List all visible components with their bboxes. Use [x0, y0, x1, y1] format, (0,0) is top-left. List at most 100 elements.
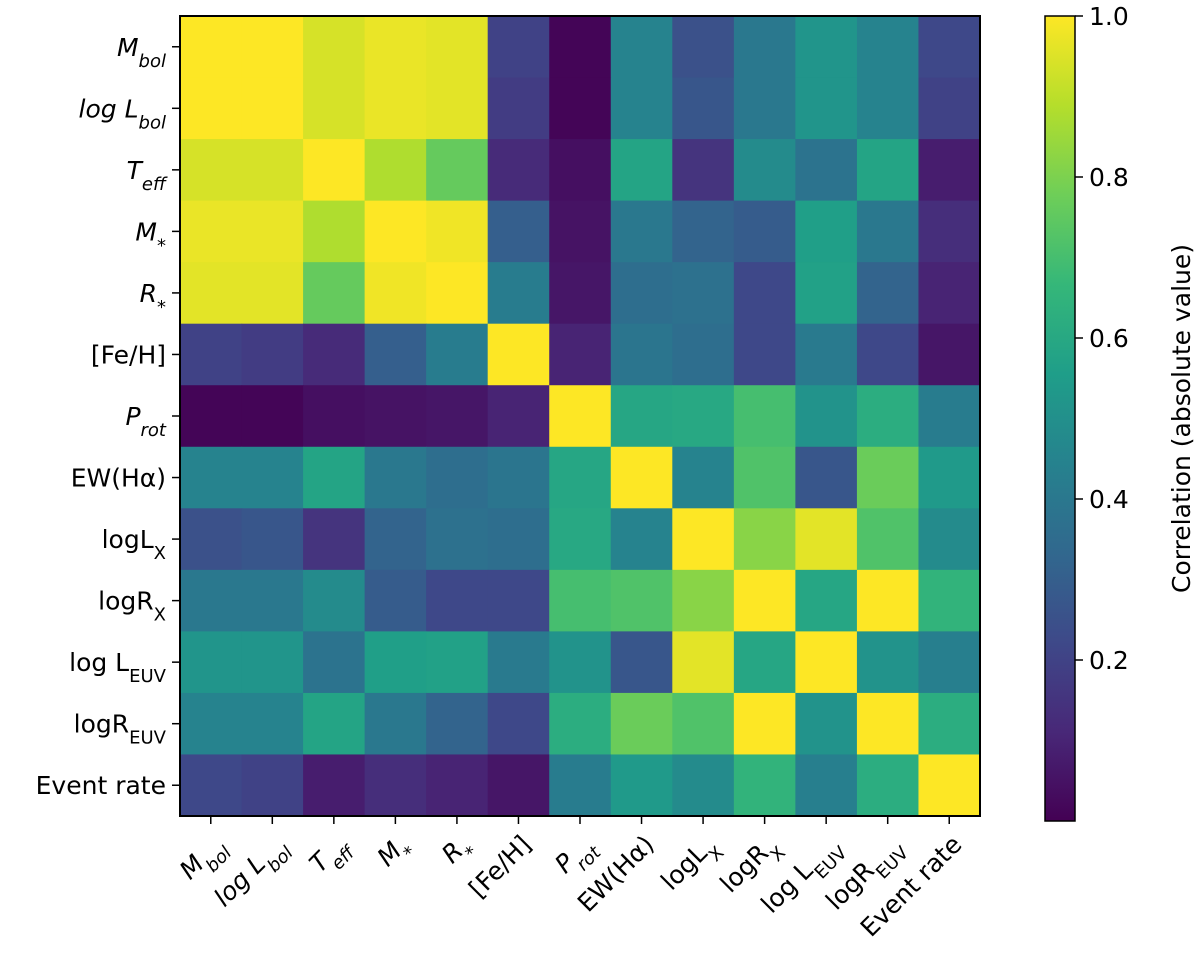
- heatmap-cell: [856, 446, 920, 509]
- heatmap-cell: [180, 77, 243, 140]
- heatmap-cell: [549, 323, 612, 386]
- x-tick-label: M*: [371, 830, 420, 879]
- heatmap-cell: [856, 16, 920, 79]
- x-tick-label: logLX: [655, 830, 728, 903]
- heatmap-cell: [549, 262, 612, 325]
- heatmap-cell: [733, 200, 796, 263]
- heatmap-cell: [733, 631, 796, 694]
- heatmap-cell: [241, 569, 304, 632]
- heatmap-cell: [180, 446, 243, 509]
- heatmap-cell: [672, 446, 735, 509]
- heatmap-cell: [856, 569, 920, 632]
- heatmap-cell: [241, 692, 304, 756]
- y-tick-label: EW(Hα): [71, 464, 166, 493]
- heatmap-cell: [610, 323, 673, 386]
- y-tick-label: log LEUV: [69, 648, 167, 687]
- heatmap-cell: [795, 262, 858, 325]
- heatmap-cell: [241, 631, 304, 694]
- heatmap-cell: [549, 569, 612, 632]
- heatmap-cell: [795, 16, 858, 79]
- heatmap-cell: [241, 262, 304, 325]
- heatmap-cell: [918, 754, 981, 817]
- heatmap-cell: [795, 323, 858, 386]
- heatmap-cell: [487, 262, 550, 325]
- heatmap-cell: [364, 139, 427, 202]
- heatmap-cell: [733, 262, 796, 325]
- heatmap-cell: [856, 77, 920, 140]
- heatmap-cell: [610, 692, 673, 756]
- heatmap-cell: [241, 77, 304, 140]
- heatmap-cell: [426, 631, 489, 694]
- heatmap-cell: [364, 569, 427, 632]
- heatmap-cell: [180, 16, 243, 79]
- heatmap-cell: [610, 200, 673, 263]
- colorbar-tick-label: 0.2: [1089, 646, 1129, 675]
- x-tick-label: Event rate: [855, 830, 968, 943]
- heatmap-cell: [610, 16, 673, 79]
- y-tick-label: R*: [140, 279, 166, 318]
- heatmap-cell: [487, 323, 550, 386]
- heatmap-cell: [303, 200, 366, 263]
- heatmap-cell: [672, 692, 735, 756]
- heatmap-cell: [856, 139, 920, 202]
- heatmap-cell: [426, 323, 489, 386]
- heatmap-cell: [549, 385, 612, 448]
- heatmap-cell: [426, 139, 489, 202]
- heatmap-cell: [487, 569, 550, 632]
- heatmap-cells: [180, 16, 981, 817]
- heatmap-cell: [610, 262, 673, 325]
- y-tick-label: logRX: [98, 587, 166, 626]
- colorbar-tick-label: 1.0: [1089, 2, 1129, 31]
- heatmap-cell: [303, 139, 366, 202]
- heatmap-cell: [180, 508, 243, 571]
- heatmap-cell: [610, 508, 673, 571]
- colorbar: 0.2 0.4 0.6 0.8 1.0 Correlation (absolute va…: [1044, 2, 1196, 822]
- heatmap-cell: [364, 200, 427, 263]
- y-tick-label: M*: [135, 217, 166, 256]
- heatmap-cell: [180, 569, 243, 632]
- heatmap-cell: [426, 385, 489, 448]
- heatmap-cell: [487, 508, 550, 571]
- heatmap-cell: [549, 446, 612, 509]
- y-tick-label: Event rate: [36, 771, 166, 800]
- heatmap-cell: [364, 692, 427, 756]
- heatmap-cell: [733, 323, 796, 386]
- heatmap-cell: [303, 262, 366, 325]
- heatmap-cell: [364, 385, 427, 448]
- heatmap-cell: [426, 754, 489, 817]
- heatmap-cell: [303, 754, 366, 817]
- heatmap-cell: [180, 262, 243, 325]
- heatmap-cell: [733, 446, 796, 509]
- heatmap-cell: [180, 385, 243, 448]
- heatmap-cell: [364, 262, 427, 325]
- heatmap-cell: [180, 631, 243, 694]
- heatmap-cell: [364, 631, 427, 694]
- heatmap-cell: [610, 385, 673, 448]
- heatmap-cell: [795, 692, 858, 756]
- heatmap-cell: [795, 569, 858, 632]
- colorbar-frame: [1044, 15, 1076, 822]
- heatmap-cell: [241, 754, 304, 817]
- x-tick-label: Teff: [304, 828, 360, 884]
- heatmap-cell: [549, 16, 612, 79]
- heatmap-cell: [487, 385, 550, 448]
- heatmap-cell: [549, 692, 612, 756]
- heatmap-cell: [180, 323, 243, 386]
- heatmap-cell: [487, 77, 550, 140]
- heatmap-cell: [856, 200, 920, 263]
- heatmap-cell: [918, 139, 981, 202]
- heatmap-cell: [918, 16, 981, 79]
- heatmap-cell: [180, 200, 243, 263]
- y-axis: Mbol log Lbol Teff M* R* [Fe/H] Prot EW(Hα) logL…: [36, 33, 180, 800]
- heatmap-cell: [856, 323, 920, 386]
- heatmap-cell: [918, 323, 981, 386]
- heatmap-cell: [241, 200, 304, 263]
- heatmap-cell: [303, 16, 366, 79]
- y-tick-label: logLX: [102, 525, 166, 564]
- heatmap-cell: [487, 446, 550, 509]
- heatmap-cell: [549, 754, 612, 817]
- heatmap-cell: [487, 16, 550, 79]
- y-tick-label: log Lbol: [79, 94, 166, 133]
- heatmap-cell: [672, 631, 735, 694]
- heatmap-cell: [426, 16, 489, 79]
